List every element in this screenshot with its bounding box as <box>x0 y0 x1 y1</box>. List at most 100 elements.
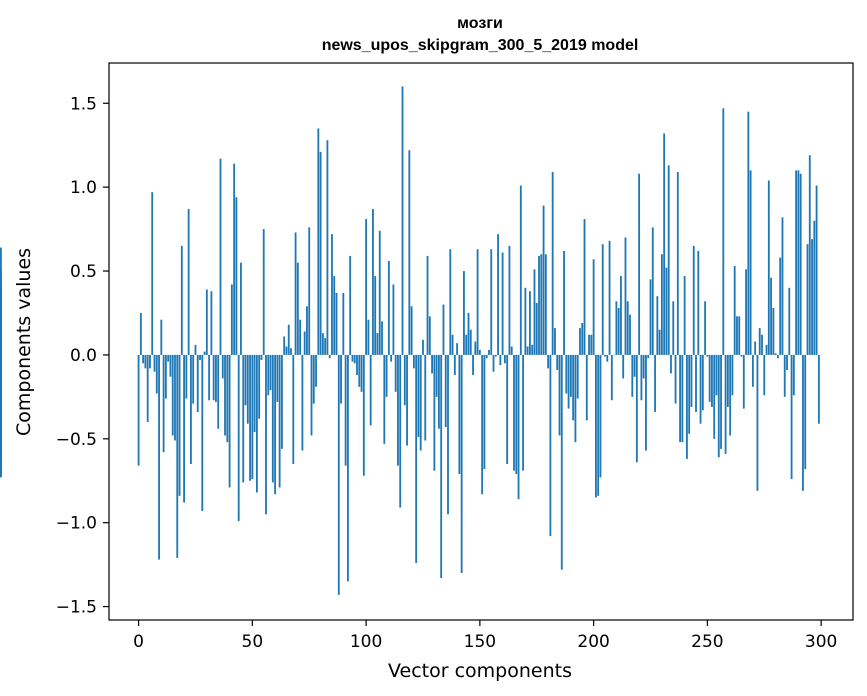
bar <box>205 289 208 355</box>
bar <box>321 333 324 355</box>
bar <box>406 354 408 446</box>
bar <box>558 354 561 436</box>
bar <box>242 354 245 483</box>
bar <box>180 245 183 355</box>
bar <box>497 234 499 355</box>
bar <box>649 279 652 355</box>
bar <box>149 354 151 369</box>
bar <box>726 354 729 407</box>
x-axis-ticks: 0 50 100 150 200 250 300 <box>133 620 837 652</box>
bar <box>554 328 556 355</box>
bar <box>192 354 195 404</box>
bar <box>631 354 634 397</box>
bar <box>519 185 522 355</box>
bar <box>233 163 236 355</box>
bar <box>292 354 295 464</box>
bar <box>262 229 265 355</box>
bar <box>792 354 795 396</box>
bar <box>210 291 213 355</box>
bar <box>738 316 741 355</box>
bar <box>212 354 215 401</box>
bar <box>456 343 459 355</box>
bar <box>790 354 793 480</box>
bar <box>745 269 747 355</box>
bar <box>167 354 170 362</box>
bar <box>642 354 645 379</box>
bar <box>155 354 158 394</box>
bar <box>656 296 659 355</box>
bar <box>783 354 786 397</box>
bar <box>460 354 463 574</box>
bar <box>260 354 263 360</box>
bar <box>670 354 672 374</box>
bar <box>522 354 524 471</box>
bar <box>194 344 197 355</box>
bar <box>0 354 2 469</box>
bar <box>465 334 468 355</box>
bar <box>438 354 440 429</box>
bar <box>412 354 415 369</box>
bar <box>365 219 368 355</box>
bar <box>444 354 447 428</box>
bar <box>296 262 299 355</box>
bar <box>569 354 572 397</box>
bar <box>426 255 429 355</box>
bar <box>635 354 638 463</box>
y-tick-label: −0.5 <box>56 430 97 450</box>
bar <box>394 354 397 392</box>
bar <box>251 354 254 480</box>
bar <box>415 354 418 563</box>
y-tick-label: −1.0 <box>56 514 97 534</box>
bar <box>362 354 365 476</box>
bar <box>235 197 238 355</box>
bar <box>337 354 340 595</box>
bar <box>356 354 358 376</box>
bar <box>815 185 818 355</box>
bar <box>360 354 363 392</box>
bar <box>754 341 757 355</box>
bar <box>294 232 297 355</box>
bar <box>663 133 666 355</box>
bar <box>201 354 204 511</box>
bar <box>729 354 732 436</box>
bar <box>483 354 486 469</box>
bar <box>565 354 568 394</box>
chart-title: мозги <box>457 15 503 32</box>
bar <box>654 354 656 412</box>
bar <box>704 301 707 355</box>
bar <box>701 354 704 411</box>
bar <box>215 354 217 402</box>
bar <box>246 354 249 424</box>
x-tick-label: 200 <box>577 632 609 652</box>
bar <box>688 354 691 434</box>
bar <box>474 341 477 355</box>
bar <box>508 245 511 355</box>
bar <box>695 354 697 412</box>
y-axis-label: Components values <box>13 248 35 436</box>
bar <box>547 354 550 369</box>
bar <box>183 354 185 503</box>
bar <box>579 328 581 355</box>
bar <box>228 354 231 488</box>
bar <box>742 354 745 409</box>
bar <box>169 354 172 377</box>
bar <box>681 354 684 443</box>
x-axis-label: Vector components <box>388 660 572 682</box>
bar <box>303 331 306 355</box>
bar <box>806 244 809 355</box>
bar <box>390 354 393 362</box>
bar <box>369 354 372 426</box>
bar <box>253 354 256 433</box>
bar <box>469 329 472 355</box>
bar <box>576 354 579 399</box>
bar <box>290 348 292 355</box>
bar <box>567 354 570 409</box>
x-tick-label: 50 <box>242 632 264 652</box>
bar <box>208 354 211 401</box>
x-tick-label: 100 <box>350 632 382 652</box>
bar <box>592 259 595 355</box>
x-tick-label: 250 <box>691 632 723 652</box>
bar <box>574 354 577 443</box>
bar <box>588 334 590 355</box>
bar <box>660 254 663 355</box>
